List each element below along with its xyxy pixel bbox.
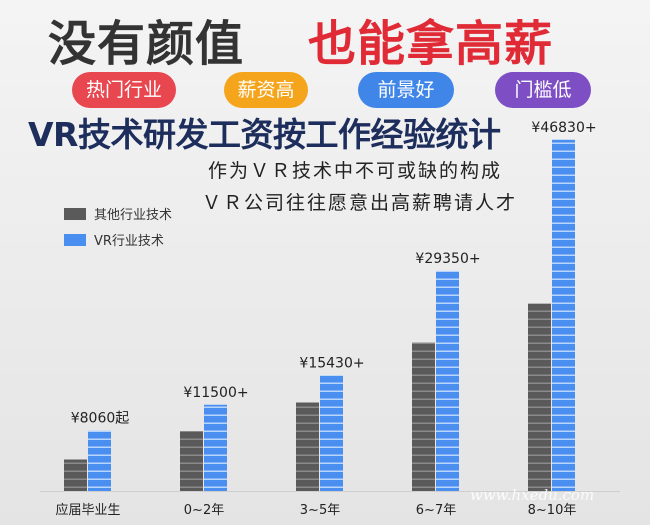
category-label-2: 3~5年	[300, 503, 340, 518]
legend-swatch-0	[64, 208, 86, 220]
bar-vr-4	[552, 139, 575, 491]
subtitle-line-2: ＶＲ公司往往愿意出高薪聘请人才	[202, 192, 518, 214]
tag-hot-industry: 热门行业	[72, 72, 176, 108]
value-label-3: ¥29350+	[415, 251, 480, 267]
legend-label-1: VR行业技术	[94, 234, 164, 249]
category-label-1: 0~2年	[184, 503, 224, 518]
category-label-3: 6~7年	[416, 503, 456, 518]
bar-vr-3	[436, 270, 459, 491]
tag-low-threshold: 门槛低	[495, 72, 591, 108]
chart-title: VR技术研发工资按工作经验统计	[28, 115, 501, 154]
bar-other-2	[296, 402, 319, 491]
bar-other-4	[528, 303, 551, 491]
value-label-2: ¥15430+	[299, 355, 364, 371]
value-label-0: ¥8060起	[71, 411, 130, 427]
bar-other-0	[64, 459, 87, 491]
bar-vr-2	[320, 375, 343, 491]
legend-swatch-1	[64, 234, 86, 246]
value-label-4: ¥46830+	[531, 120, 596, 136]
tag-good-prospects: 前景好	[358, 72, 454, 108]
watermark: www.hxedu.com	[470, 486, 595, 504]
bar-vr-0	[88, 430, 111, 491]
legend-label-0: 其他行业技术	[94, 208, 172, 223]
legend: 其他行业技术 VR行业技术	[64, 208, 172, 249]
subtitle-line-1: 作为ＶＲ技术中不可或缺的构成	[208, 160, 503, 182]
bar-other-1	[180, 431, 203, 491]
bar-other-3	[412, 342, 435, 491]
tag-high-salary: 薪资高	[224, 72, 308, 108]
category-label-4: 8~10年	[528, 503, 577, 518]
category-label-0: 应届毕业生	[55, 502, 120, 518]
value-label-1: ¥11500+	[183, 385, 248, 401]
bar-vr-1	[204, 404, 227, 491]
